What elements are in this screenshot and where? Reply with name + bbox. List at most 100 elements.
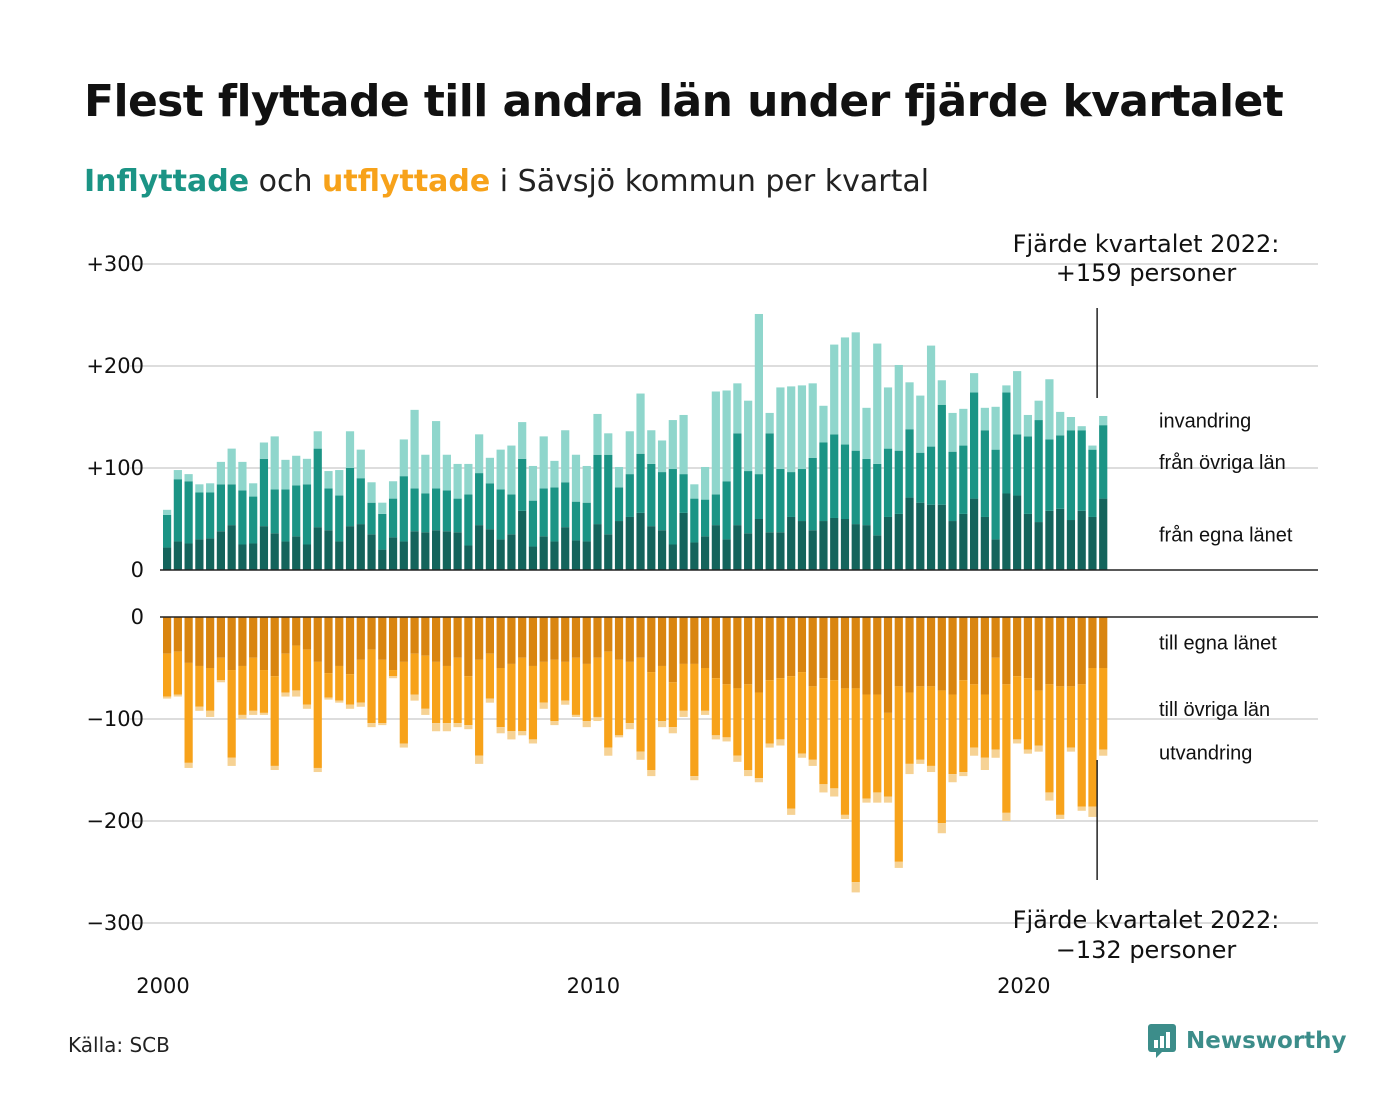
bar-in-own-county	[926, 504, 936, 570]
bar-in-other-counties	[399, 476, 408, 542]
bar-in-immigration	[668, 420, 677, 470]
bar-in-other-counties	[1034, 420, 1043, 523]
bar-out-emigration	[754, 778, 763, 783]
bar-out-other-counties	[970, 684, 979, 748]
bar-in-own-county	[970, 498, 979, 570]
bar-out-other-counties	[281, 653, 290, 693]
bar-out-emigration	[571, 714, 581, 717]
bar-out-emigration	[926, 765, 936, 773]
bar-in-own-county	[206, 538, 215, 570]
bar-in-own-county	[657, 530, 667, 570]
bar-in-other-counties	[302, 484, 312, 545]
bar-in-other-counties	[496, 489, 505, 540]
bar-out-other-counties	[937, 690, 946, 824]
bar-out-other-counties	[324, 673, 333, 698]
bar-out-own-county	[873, 617, 882, 695]
bar-in-own-county	[1045, 510, 1054, 570]
bar-out-other-counties	[550, 659, 559, 722]
bar-out-own-county	[582, 617, 591, 664]
bar-in-own-county	[238, 544, 247, 570]
bar-out-emigration	[733, 755, 742, 762]
bar-out-other-counties	[765, 680, 774, 744]
bar-in-other-counties	[647, 463, 656, 527]
bar-out-other-counties	[367, 649, 376, 724]
bar-out-other-counties	[335, 665, 344, 701]
bar-in-own-county	[948, 521, 957, 570]
bar-in-own-county	[432, 530, 441, 570]
bar-out-own-county	[657, 617, 667, 666]
bar-out-emigration	[335, 700, 344, 703]
bar-out-other-counties	[173, 651, 182, 695]
bar-out-other-counties	[388, 670, 398, 677]
bar-out-other-counties	[604, 651, 613, 748]
bar-in-own-county	[249, 543, 258, 570]
bar-out-other-counties	[873, 694, 882, 793]
bar-out-other-counties	[227, 670, 236, 758]
bar-out-other-counties	[1077, 684, 1086, 807]
bar-in-immigration	[733, 383, 742, 434]
bar-out-own-county	[324, 617, 333, 674]
bar-in-own-county	[776, 532, 785, 570]
bar-out-emigration	[959, 772, 968, 777]
bar-out-emigration	[679, 710, 688, 717]
bar-out-other-counties	[711, 678, 720, 736]
bar-in-own-county	[281, 541, 290, 570]
bar-out-emigration	[744, 770, 753, 777]
bar-out-emigration	[722, 737, 731, 742]
bar-in-own-county	[808, 530, 817, 570]
bar-in-other-counties	[571, 501, 581, 541]
annotation-bottom-line2: −132 personer	[1056, 936, 1237, 964]
bar-out-other-counties	[1099, 668, 1108, 750]
bar-in-own-county	[184, 543, 193, 570]
bar-in-immigration	[292, 455, 301, 486]
bar-out-own-county	[173, 617, 182, 652]
bar-out-emigration	[937, 823, 946, 834]
bar-in-other-counties	[926, 446, 936, 505]
bar-out-own-county	[453, 617, 462, 658]
bar-out-own-county	[593, 617, 602, 658]
bar-in-own-county	[679, 512, 688, 570]
bar-out-other-counties	[787, 676, 796, 809]
bar-in-own-county	[378, 549, 387, 570]
bar-in-own-county	[507, 534, 516, 570]
bar-out-own-county	[345, 617, 355, 675]
bar-out-other-counties	[259, 670, 269, 713]
bar-out-emigration	[765, 743, 774, 748]
bar-in-other-counties	[711, 494, 720, 526]
bar-out-emigration	[399, 743, 408, 748]
bar-out-emigration	[970, 747, 979, 756]
bar-in-own-county	[754, 519, 763, 570]
bar-in-own-county	[991, 539, 1000, 570]
bar-in-immigration	[410, 409, 419, 489]
bar-in-own-county	[905, 497, 914, 570]
bar-out-own-county	[496, 617, 505, 668]
bar-in-immigration	[797, 385, 807, 470]
bar-out-emigration	[808, 759, 817, 766]
bar-in-own-county	[518, 510, 527, 570]
bar-in-other-counties	[270, 489, 279, 534]
bar-in-other-counties	[335, 495, 344, 542]
bar-out-other-counties	[442, 665, 451, 724]
bar-in-own-county	[313, 527, 322, 570]
bar-in-other-counties	[367, 502, 376, 535]
bar-out-other-counties	[421, 655, 430, 709]
bar-out-own-county	[388, 617, 398, 671]
bar-in-other-counties	[614, 487, 624, 522]
bar-in-own-county	[1066, 520, 1076, 570]
bar-in-own-county	[647, 526, 656, 570]
bar-out-emigration	[819, 784, 828, 793]
bar-out-own-county	[184, 617, 193, 663]
bar-in-own-county	[1077, 510, 1086, 570]
bar-out-emigration	[518, 731, 527, 736]
bar-in-other-counties	[916, 452, 925, 503]
bar-in-immigration	[926, 345, 936, 447]
bar-in-own-county	[195, 539, 204, 570]
bar-out-other-counties	[1045, 684, 1054, 793]
bar-out-other-counties	[195, 665, 204, 707]
bar-out-own-county	[356, 617, 365, 660]
bar-in-own-county	[475, 525, 484, 570]
bar-in-immigration	[1066, 417, 1076, 431]
bar-out-emigration	[1056, 814, 1065, 819]
bar-in-other-counties	[744, 471, 753, 534]
bar-out-other-counties	[905, 692, 914, 764]
